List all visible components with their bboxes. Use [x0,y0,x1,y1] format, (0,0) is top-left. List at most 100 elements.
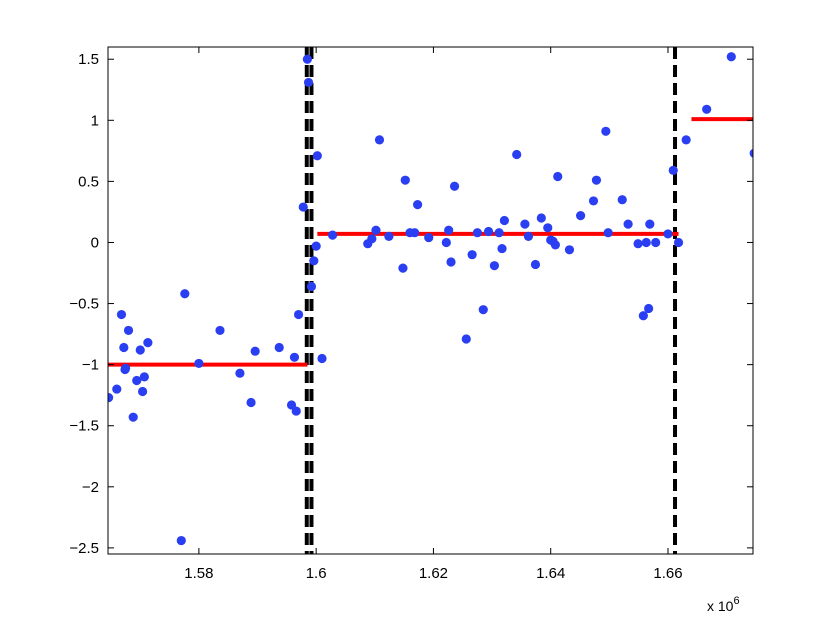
data-point [176,535,186,546]
y-tick-label: 0.5 [78,173,99,190]
data-point [673,237,684,248]
x-tick-label: 1.6 [306,565,327,582]
plot-frame [107,46,754,555]
x-tick-label: 1.64 [536,565,565,582]
data-point [494,228,504,238]
data-point [663,229,673,239]
data-point [633,239,643,249]
data-point [302,54,312,64]
data-point [298,202,308,212]
data-point [483,226,494,237]
data-point [413,199,423,210]
y-tick-label: −0.5 [69,296,99,313]
x-tick-label: 1.62 [419,565,448,582]
data-point [749,148,753,158]
data-point [623,219,633,229]
data-point [400,175,410,185]
data-point [311,241,321,251]
y-tick-label: 0 [91,234,99,251]
y-tick-label: −1 [82,357,99,374]
data-point [139,372,149,382]
data-point [235,368,245,378]
data-point [543,223,553,233]
data-point [681,135,691,145]
data-point [135,345,145,355]
x-multiplier-exponent: 6 [733,595,739,607]
data-point [250,346,260,356]
data-point [553,171,563,182]
data-point [374,135,385,145]
data-point [588,196,599,206]
y-tick-label: −1.5 [69,418,99,435]
data-point [317,353,327,364]
data-point [274,342,284,353]
data-point [523,231,534,241]
data-point [668,165,678,175]
y-tick-label: 1 [91,112,99,129]
data-point [119,342,129,353]
data-point [291,406,301,416]
data-point [306,281,317,292]
data-point [576,210,586,221]
data-point [638,311,648,321]
y-tick-label: −2 [82,479,99,496]
data-point [530,259,541,270]
data-point [180,289,190,299]
data-point [132,375,142,386]
data-point [143,338,153,348]
data-point [601,126,611,136]
marks-layer [108,47,753,554]
data-point [617,195,627,205]
ticks-layer: 1.58 1.6 1.62 1.64 1.66 1.5 1 0.5 0 −0.5 −1 −1.5 −2 −… [69,47,753,582]
data-point [449,181,460,191]
data-point [441,237,451,248]
data-point [651,237,661,248]
data-point [289,352,300,362]
data-point [497,243,507,254]
data-point [137,386,148,397]
data-point [489,261,500,271]
data-point [116,309,127,320]
data-point [472,228,483,238]
data-point [384,231,394,241]
data-point [112,384,122,394]
x-tick-label: 1.66 [653,565,682,582]
data-point [123,325,134,336]
data-point [564,245,575,255]
data-point [446,257,456,267]
data-point [424,232,434,243]
data-point [726,52,736,62]
y-tick-label: −2.5 [69,540,99,557]
data-point [641,237,651,248]
data-point [367,234,377,244]
data-point [536,213,546,223]
data-point [444,225,454,235]
x-tick-label: 1.58 [184,565,213,582]
data-point [702,104,712,114]
data-point [293,309,304,320]
data-point [309,256,319,266]
data-point [512,149,522,160]
data-point [194,358,204,369]
data-point [120,363,131,373]
data-point [461,334,471,344]
data-point [246,397,256,408]
data-point [303,77,314,88]
data-point [644,303,654,314]
data-point [520,219,530,229]
data-point [312,151,322,161]
data-point [499,215,509,226]
data-point [410,228,420,238]
data-point [215,325,225,336]
data-point [645,219,655,229]
data-point [467,250,477,260]
data-point [478,305,488,315]
y-tick-label: 1.5 [78,51,99,68]
data-point [591,175,602,185]
x-multiplier-label: x 106 [707,595,740,614]
data-point [398,263,408,273]
data-point [371,225,381,235]
data-point [128,412,138,422]
data-point [108,393,114,403]
